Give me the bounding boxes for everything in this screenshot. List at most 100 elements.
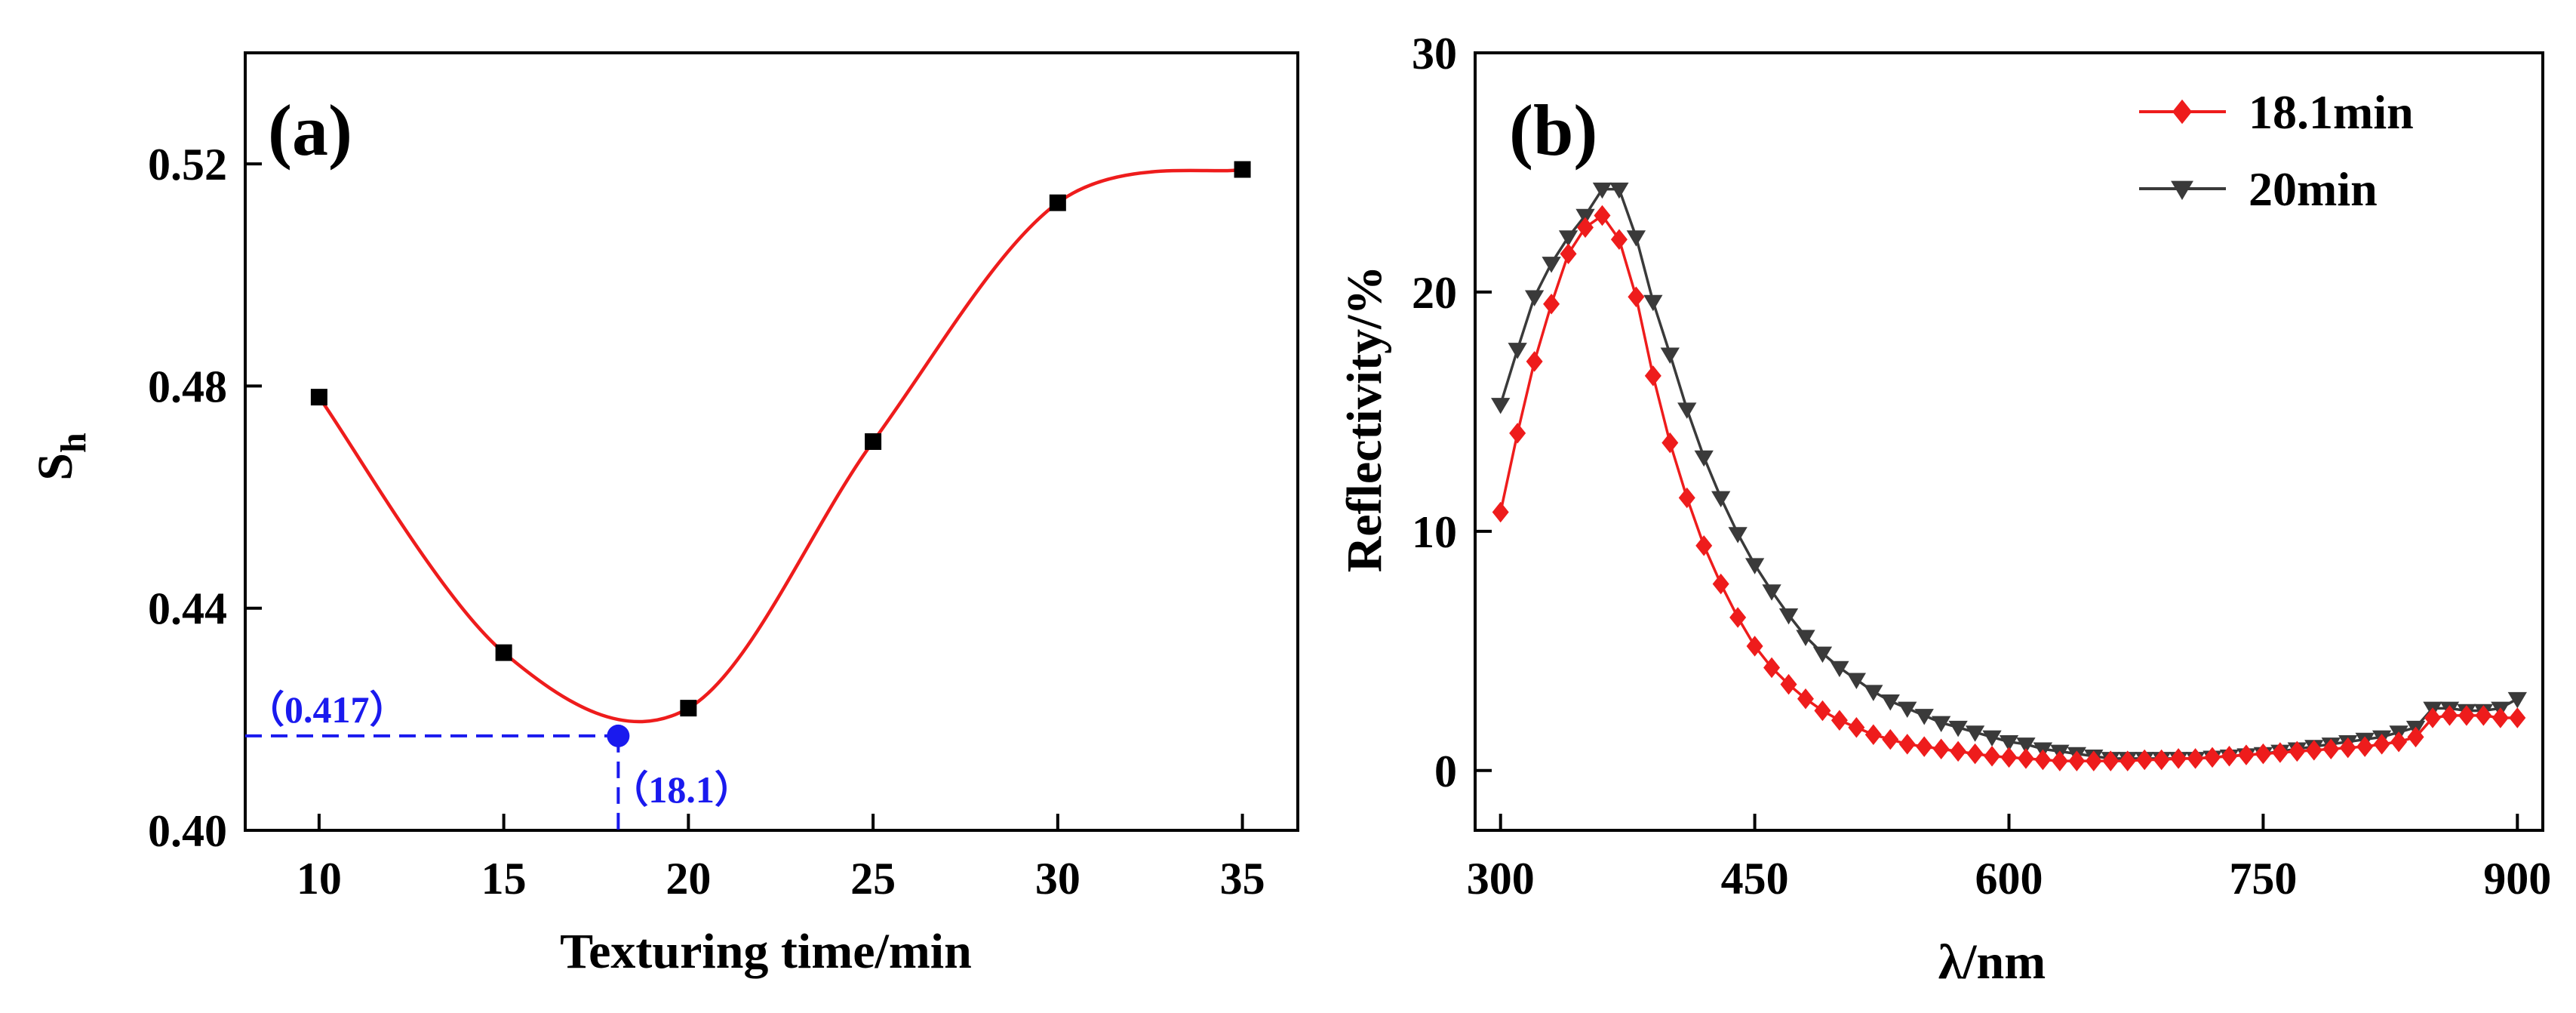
- panel-b-data-point-18.1min: [2424, 707, 2442, 728]
- panel-b-data-point-18.1min: [2373, 734, 2390, 755]
- panel-a-data-point: [680, 700, 697, 717]
- panel-b-data-point-18.1min: [1492, 501, 1509, 523]
- panel-a-y-axis-title-subscript: h: [54, 433, 94, 453]
- panel-a-minimum-point: [607, 724, 630, 747]
- panel-b-data-point-20min: [1812, 646, 1833, 664]
- panel-b-x-tick-label: 600: [1975, 854, 2043, 904]
- panel-b-x-tick-label: 450: [1721, 854, 1789, 904]
- panel-b-data-point-20min: [1508, 343, 1527, 359]
- panel-b-data-point-20min: [1677, 402, 1697, 419]
- panel-a-x-tick-label: 30: [1035, 854, 1081, 904]
- panel-b-x-tick-label: 900: [2483, 854, 2551, 904]
- panel-b-chart: 300 450 600 750 900 0 10 20 30 (b) λ/nm Reflecti…: [1337, 29, 2551, 990]
- panel-b-data-point-20min: [2507, 691, 2527, 709]
- panel-b-data-point-20min: [1796, 630, 1815, 646]
- panel-b-y-tick-label: 30: [1412, 29, 1457, 79]
- panel-b-data-point-18.1min: [2458, 705, 2475, 726]
- panel-b-data-point-18.1min: [1916, 736, 1933, 757]
- panel-b-data-point-18.1min: [1560, 243, 1577, 264]
- panel-b-data-point-20min: [1864, 685, 1883, 701]
- panel-b-data-point-18.1min: [2221, 746, 2238, 767]
- panel-b-data-point-18.1min: [2356, 736, 2374, 757]
- panel-b-data-point-18.1min: [1729, 607, 1747, 628]
- panel-a-annotation-y-label: （0.417）: [247, 688, 407, 731]
- panel-b-data-point-20min: [1609, 182, 1629, 199]
- panel-b-data-point-20min: [1524, 290, 1545, 306]
- panel-b-data-point-20min: [1592, 182, 1612, 199]
- panel-b-x-tick-label: 300: [1467, 854, 1535, 904]
- panel-b-data-point-18.1min: [2102, 750, 2120, 771]
- panel-b-data-point-18.1min: [2339, 737, 2356, 759]
- panel-b-data-point-18.1min: [2475, 705, 2492, 726]
- panel-b-x-axis-title: λ/nm: [1938, 934, 2046, 990]
- panel-b-data-point-18.1min: [2187, 748, 2204, 769]
- panel-a-data-point: [865, 433, 882, 450]
- panel-b-data-point-20min: [1558, 230, 1578, 247]
- panel-b-data-point-18.1min: [1661, 432, 1679, 454]
- panel-b-legend: 18.1min 20min: [2139, 85, 2414, 216]
- panel-b-data-point-18.1min: [1628, 286, 1645, 308]
- panel-b-data-point-18.1min: [1678, 487, 1695, 509]
- panel-b-data-point-20min: [1643, 294, 1663, 312]
- panel-b-data-point-18.1min: [1848, 716, 1865, 738]
- panel-b-data-point-18.1min: [2136, 749, 2153, 771]
- panel-a-y-tick-label: 0.40: [148, 806, 227, 856]
- panel-b-data-point-18.1min: [1932, 738, 1950, 759]
- panel-b-data-point-18.1min: [1797, 688, 1814, 710]
- panel-b-data-point-18.1min: [1763, 657, 1781, 679]
- panel-b-data-point-18.1min: [2509, 707, 2526, 728]
- panel-b-data-point-20min: [2016, 737, 2036, 754]
- panel-b-data-point-20min: [1914, 709, 1934, 725]
- panel-b-data-point-18.1min: [2119, 750, 2136, 771]
- panel-b-data-point-20min: [1999, 734, 2019, 752]
- panel-b-data-point-20min: [1660, 347, 1680, 364]
- panel-b-data-point-18.1min: [2085, 750, 2102, 771]
- panel-b-data-point-18.1min: [2255, 743, 2272, 765]
- panel-b-x-tick-label: 750: [2229, 854, 2297, 904]
- panel-b-data-point-20min: [1778, 608, 1799, 625]
- panel-b-data-point-18.1min: [1594, 205, 1611, 226]
- panel-b-label: (b): [1509, 90, 1597, 171]
- panel-b-data-point-20min: [1948, 720, 1968, 737]
- panel-a-chart: 10 15 20 25 30 35 0.40 0.44 0.48 0.52 （0.417） （18.1…: [28, 51, 1299, 979]
- panel-a-plot-area: 10 15 20 25 30 35 0.40 0.44 0.48 0.52 （0.417） （18.1…: [148, 51, 1299, 904]
- panel-a-data-point: [310, 389, 327, 406]
- panel-a-annotation-x-label: （18.1）: [610, 768, 752, 811]
- panel-b-data-point-18.1min: [2000, 747, 2018, 768]
- panel-b-data-point-18.1min: [2034, 749, 2052, 771]
- panel-a-y-axis-title-main: S: [28, 453, 83, 481]
- panel-b-data-point-18.1min: [2017, 748, 2034, 769]
- panel-b-data-point-18.1min: [1543, 294, 1560, 315]
- panel-a-data-point: [1049, 194, 1066, 211]
- panel-b-data-point-18.1min: [1695, 535, 1713, 556]
- panel-b-data-point-20min: [1694, 450, 1714, 467]
- panel-a-label: (a): [268, 90, 352, 171]
- panel-b-plot-area: 300 450 600 750 900 0 10 20 30: [1412, 29, 2551, 904]
- panel-b-data-point-18.1min: [2170, 748, 2187, 769]
- panel-b-data-point-18.1min: [2491, 707, 2509, 728]
- panel-b-data-point-18.1min: [1864, 724, 1882, 745]
- panel-b-data-point-18.1min: [1644, 365, 1661, 386]
- panel-a-data-point: [1234, 161, 1251, 178]
- panel-b-data-point-20min: [1711, 491, 1731, 508]
- panel-a-data-point: [495, 644, 512, 661]
- panel-b-data-point-18.1min: [1814, 700, 1831, 722]
- panel-b-legend-marker: [2171, 180, 2193, 200]
- panel-b-data-point-18.1min: [1576, 217, 1594, 239]
- panel-b-data-point-18.1min: [1746, 636, 1763, 657]
- panel-b-axes-frame: [1474, 51, 2544, 832]
- panel-b-data-point-18.1min: [1780, 673, 1797, 695]
- panel-b-legend-label: 20min: [2249, 162, 2378, 216]
- panel-b-data-point-20min: [1965, 725, 1985, 742]
- panel-b-data-point-20min: [1830, 660, 1849, 678]
- panel-b-data-point-18.1min: [1831, 710, 1848, 731]
- panel-b-data-point-18.1min: [1526, 351, 1543, 372]
- panel-b-legend-label: 18.1min: [2249, 85, 2414, 139]
- panel-b-x-axis-title-text: λ/nm: [1938, 934, 2046, 990]
- panel-a-x-tick-label: 35: [1220, 854, 1265, 904]
- panel-b-data-point-18.1min: [2237, 744, 2255, 765]
- panel-b-data-point-20min: [1932, 716, 1951, 733]
- panel-a-x-tick-label: 10: [297, 854, 342, 904]
- panel-b-data-point-20min: [1982, 730, 2002, 747]
- panel-b-data-point-18.1min: [1610, 229, 1628, 250]
